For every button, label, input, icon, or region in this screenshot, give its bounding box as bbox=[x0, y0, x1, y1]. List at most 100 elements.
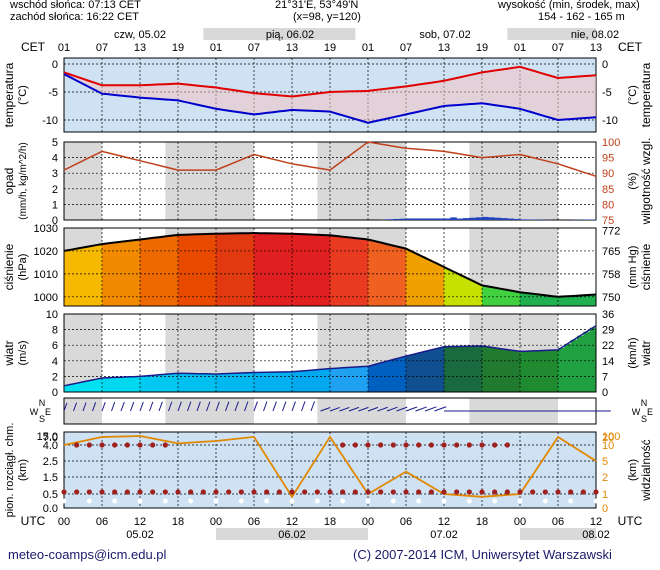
pressure-fill-bar bbox=[171, 235, 179, 306]
wind-fill-bar bbox=[589, 327, 597, 392]
pressure-fill-bar bbox=[355, 238, 363, 306]
wind-fill-bar bbox=[209, 373, 217, 392]
wind-direction-arrow bbox=[206, 401, 211, 412]
wind-direction-arrow bbox=[253, 401, 258, 412]
pressure-line bbox=[63, 231, 597, 298]
pressure-fill-bar bbox=[216, 233, 223, 306]
wind-fill-bar bbox=[292, 371, 299, 392]
pressure-fill-bar bbox=[501, 289, 508, 306]
cloud-base-dot bbox=[327, 489, 333, 495]
wind-direction-arrow bbox=[405, 406, 418, 412]
footer-email[interactable]: meteo-coamps@icm.edu.pl bbox=[8, 547, 167, 562]
pressure-fill-bar bbox=[437, 265, 445, 306]
top-tz-right: CET bbox=[618, 40, 643, 54]
wind-frame bbox=[63, 313, 597, 393]
precip-bar bbox=[437, 218, 445, 220]
wind-ytick-right: 14 bbox=[602, 356, 614, 368]
wind-line bbox=[63, 325, 597, 387]
wind-fill-bar bbox=[374, 363, 382, 392]
cloud-base-dot bbox=[403, 489, 409, 495]
cloud-top-dot bbox=[504, 442, 510, 448]
wind-direction-arrow bbox=[149, 401, 154, 412]
wind-fill-bar bbox=[260, 372, 268, 392]
pressure-frame bbox=[63, 227, 597, 307]
temp-ytick-left: 0 bbox=[52, 59, 58, 71]
cloud-ytick-left: 0.0 bbox=[43, 503, 58, 515]
pressure-fill-bar bbox=[222, 233, 230, 306]
top-hour-label: 13 bbox=[438, 42, 450, 54]
pressure-fill-bar bbox=[152, 237, 160, 306]
cloud-top-dot bbox=[150, 442, 156, 448]
top-hour-label: 19 bbox=[172, 42, 184, 54]
visibility-ytick-right: 2 bbox=[602, 472, 608, 484]
wind-fill-bar bbox=[387, 360, 394, 392]
bottom-hour-label: 12 bbox=[590, 516, 602, 528]
pressure-fill-bar bbox=[494, 288, 502, 306]
pressure-fill-bar bbox=[330, 235, 337, 306]
grid-text: (x=98, y=120) bbox=[293, 11, 361, 23]
wind-direction-arrow bbox=[282, 401, 287, 412]
cloud-low-dot bbox=[517, 498, 523, 504]
cloud-base-dot bbox=[340, 489, 346, 495]
wind-direction-arrow bbox=[348, 406, 360, 412]
wind-fill-bar bbox=[469, 346, 477, 392]
pressure-fill-bar bbox=[260, 233, 268, 306]
bottom-hour-label: 00 bbox=[210, 516, 222, 528]
wind-fill-bar bbox=[159, 374, 166, 392]
bottom-date-label: 08.02 bbox=[582, 529, 610, 541]
pressure-fill-bar bbox=[406, 250, 413, 306]
pressure-fill-bar bbox=[165, 236, 173, 306]
wind-compass-w: W bbox=[632, 407, 641, 417]
wind-fill-bar bbox=[184, 373, 192, 392]
cloud-base-dot bbox=[580, 489, 586, 495]
pressure-fill-bar bbox=[589, 294, 597, 306]
wind-fill-bar bbox=[551, 350, 559, 392]
pressure-fill-bar bbox=[254, 233, 261, 306]
precip-bar bbox=[431, 218, 438, 220]
cloud-base-dot bbox=[504, 489, 510, 495]
temp-ytick-right: -5 bbox=[602, 87, 612, 99]
cloud-top-dot bbox=[428, 442, 434, 448]
pressure-ytick-left: 1020 bbox=[34, 246, 58, 258]
cloud-low-dot bbox=[289, 498, 295, 504]
pressure-fill-bar bbox=[545, 295, 553, 306]
wind-direction-arrow bbox=[272, 401, 277, 412]
wind-compass-n: N bbox=[641, 398, 648, 408]
cloud-top-dot bbox=[86, 442, 92, 448]
top-hour-label: 07 bbox=[248, 42, 260, 54]
cloud-base-dot bbox=[162, 489, 168, 495]
pressure-fill-bar bbox=[361, 239, 369, 306]
wind-fill-bar bbox=[266, 372, 274, 392]
cloud-top-dot bbox=[492, 442, 498, 448]
cloud-low-dot bbox=[61, 498, 67, 504]
pressure-fill-bar bbox=[570, 295, 578, 306]
cloud-top-dot bbox=[352, 442, 358, 448]
pressure-fill-bar bbox=[304, 234, 312, 306]
top-day-label: nie, 08.02 bbox=[571, 29, 619, 41]
cloud-base-dot bbox=[175, 489, 181, 495]
footer-copyright: (C) 2007-2014 ICM, Uniwersytet Warszawsk… bbox=[353, 547, 612, 562]
wind-direction-arrow bbox=[434, 406, 447, 412]
cloud-low-dot bbox=[466, 498, 472, 504]
cloud-low-dot bbox=[568, 498, 574, 504]
pressure-fill-bar bbox=[133, 239, 141, 306]
wind-fill-bar bbox=[418, 352, 426, 392]
wind-fill-bar bbox=[133, 376, 141, 392]
top-hour-label: 01 bbox=[514, 42, 526, 54]
cloud-base-dot bbox=[238, 489, 244, 495]
precip-bar bbox=[406, 218, 413, 220]
wind-direction-arrow bbox=[82, 402, 87, 412]
pressure-fill-bar bbox=[463, 277, 470, 306]
pressure-fill-bar bbox=[393, 246, 401, 306]
cloud-low-dot bbox=[314, 498, 320, 504]
bottom-hour-label: 18 bbox=[476, 516, 488, 528]
cloud-ytick-left: 0.5 bbox=[43, 489, 58, 501]
precip-night-band bbox=[165, 142, 254, 220]
temp-ytick-left: -5 bbox=[48, 87, 58, 99]
pressure-fill-bar bbox=[482, 285, 489, 306]
cloud-base-dot bbox=[251, 489, 257, 495]
wind-ytick-left: 10 bbox=[46, 309, 58, 321]
pressure-fill-bar bbox=[241, 233, 249, 306]
cloud-ytick-left: 1.5 bbox=[43, 472, 58, 484]
wind-direction-arrow bbox=[196, 401, 201, 412]
